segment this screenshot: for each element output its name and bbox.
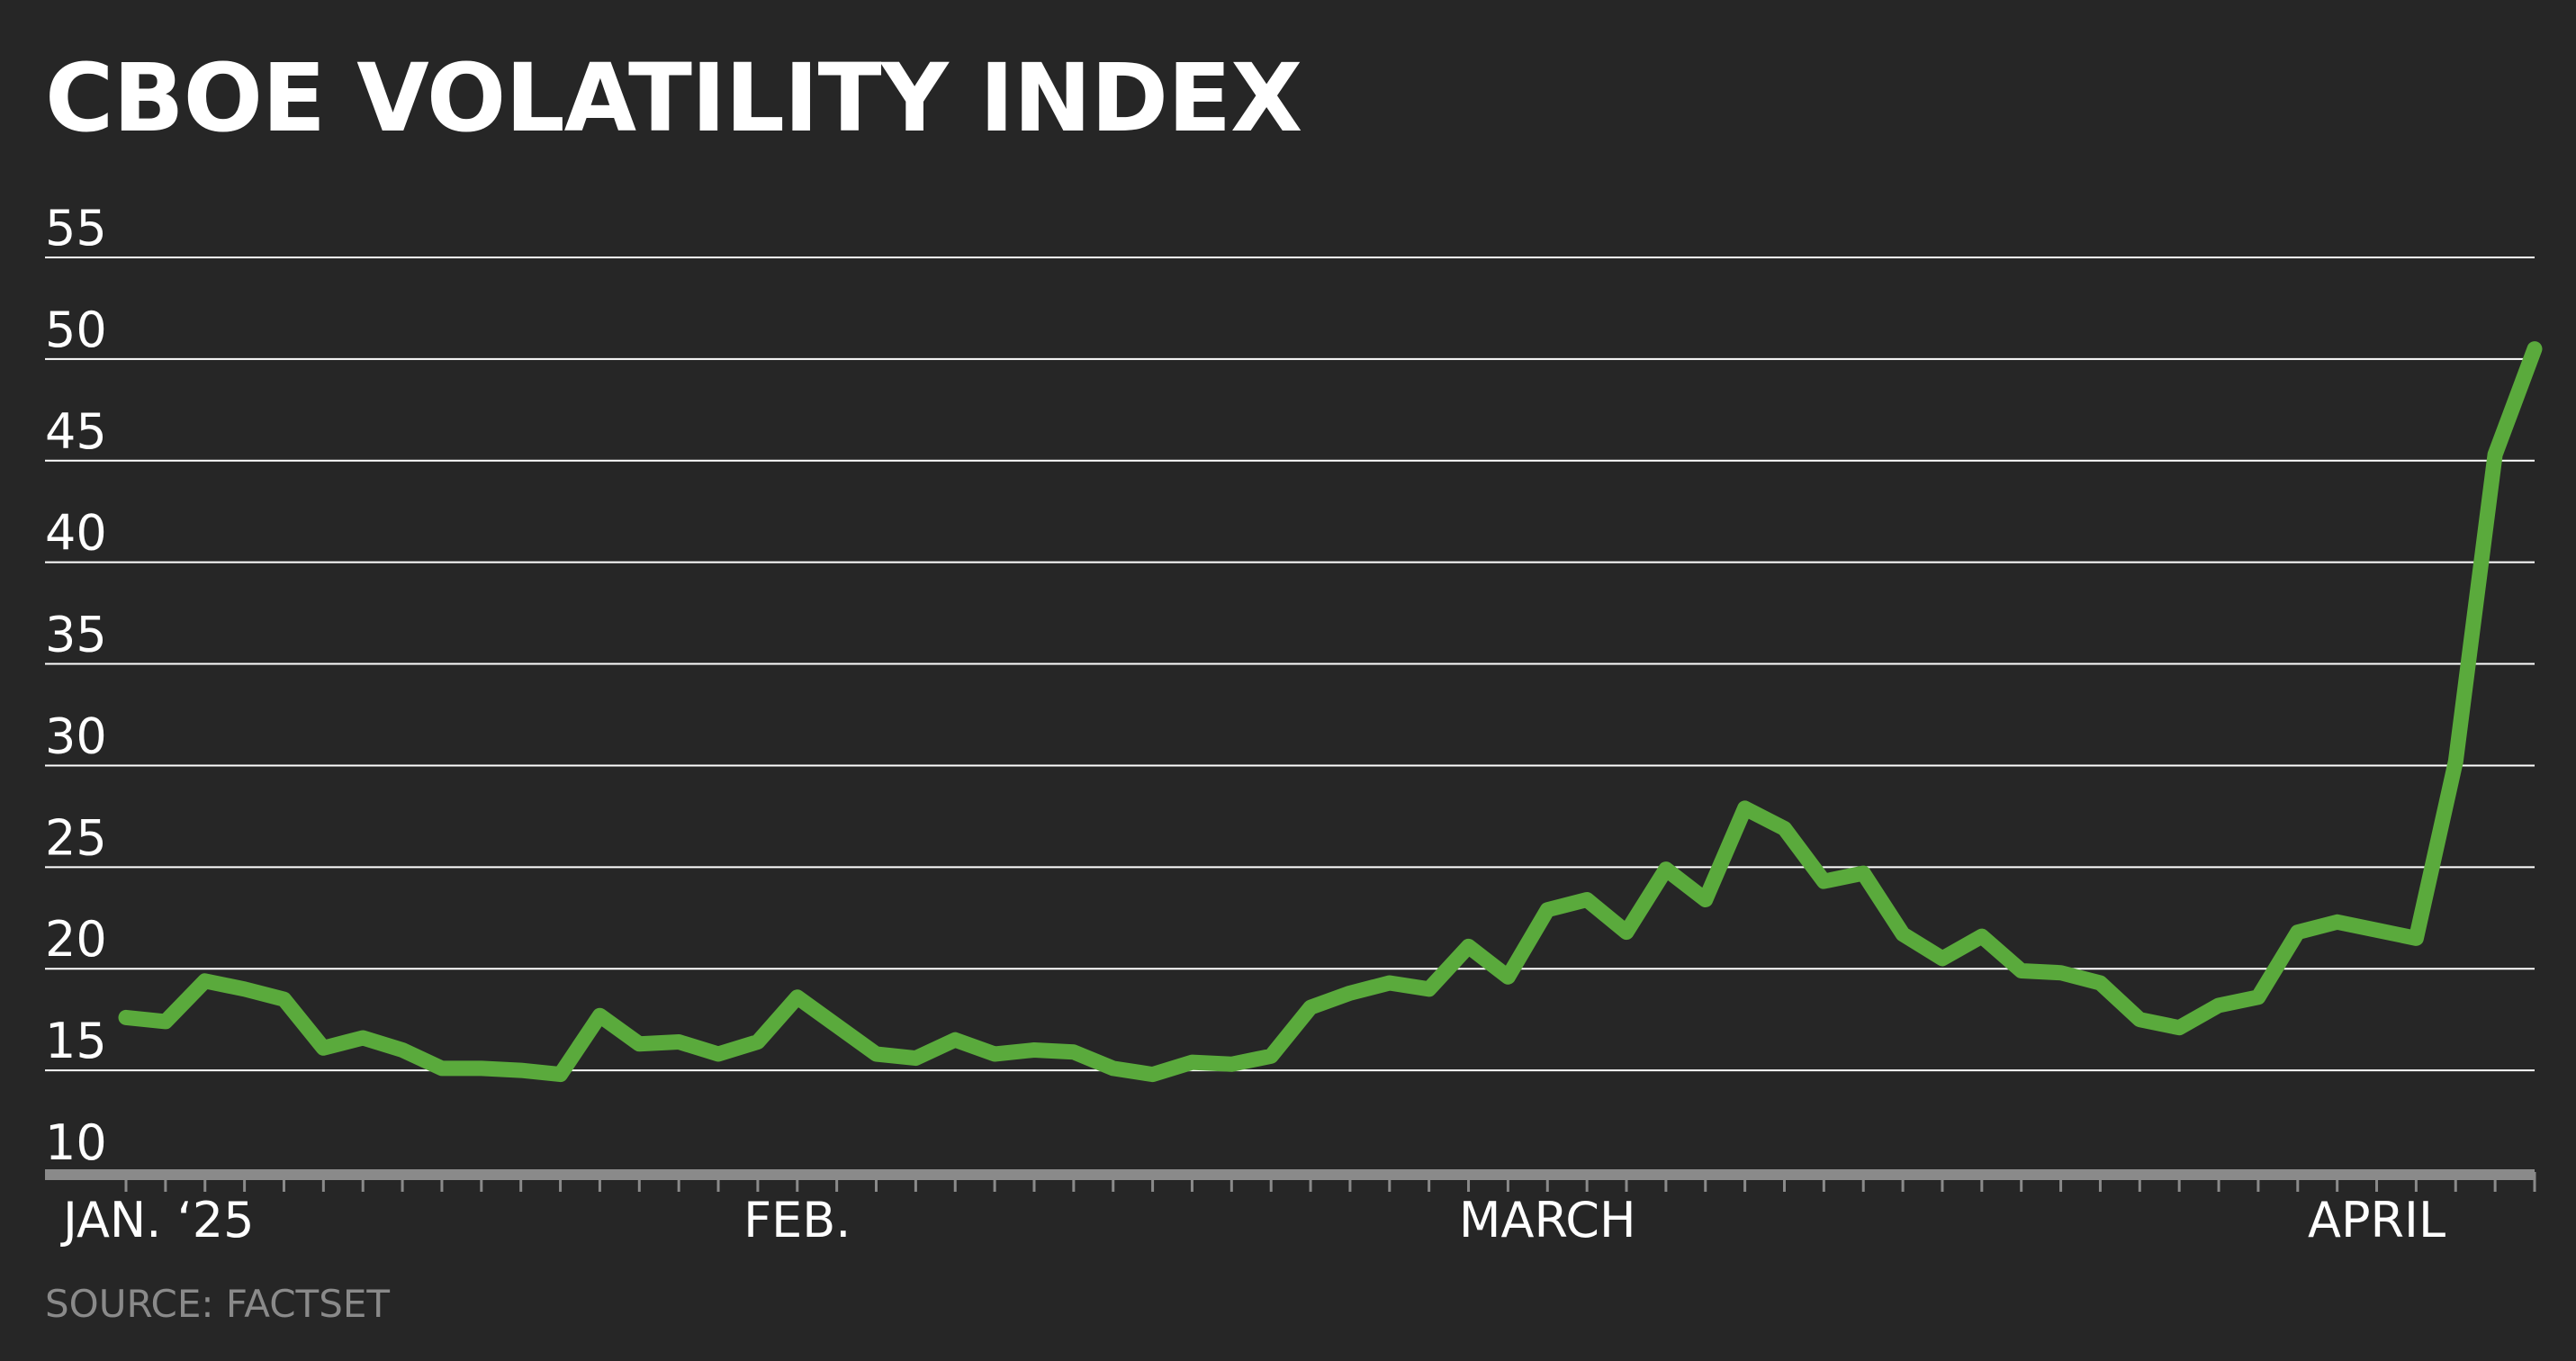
data-point — [2534, 348, 2535, 350]
y-tick-label: 40 — [45, 505, 107, 562]
data-point — [2178, 1027, 2180, 1029]
y-tick-label: 50 — [45, 302, 107, 358]
data-point — [1862, 872, 1864, 874]
data-point — [1112, 1068, 1114, 1069]
gridlines — [45, 257, 2535, 1072]
x-axis-labels: JAN. ‘25 FEB. MARCH APRIL — [60, 1192, 2445, 1248]
data-point — [678, 1041, 680, 1043]
data-point — [954, 1039, 956, 1041]
y-tick-label: 20 — [45, 911, 107, 968]
data-point — [994, 1053, 995, 1055]
x-tick-label: JAN. ‘25 — [60, 1192, 255, 1248]
data-point — [1033, 1050, 1035, 1051]
data-point — [283, 998, 284, 1000]
data-point — [1783, 827, 1785, 829]
data-point — [757, 1041, 759, 1043]
data-point — [1389, 982, 1391, 984]
data-point — [165, 1021, 167, 1023]
chart-title: CBOE VOLATILITY INDEX — [45, 43, 1302, 153]
data-point — [401, 1050, 403, 1051]
data-point — [1073, 1051, 1075, 1053]
y-tick-label: 25 — [45, 809, 107, 866]
data-point — [125, 1016, 127, 1018]
x-tick-label: FEB. — [743, 1192, 851, 1248]
data-point — [1191, 1061, 1193, 1063]
x-axis — [45, 1169, 2536, 1192]
data-point — [481, 1068, 482, 1069]
data-point — [1468, 945, 1470, 947]
data-point — [836, 1024, 838, 1026]
y-tick-label: 10 — [45, 1114, 107, 1171]
data-point — [1626, 932, 1627, 933]
data-point — [2454, 761, 2456, 762]
series-layer — [118, 341, 2543, 1083]
data-point — [2257, 996, 2259, 998]
data-point — [2139, 1019, 2140, 1021]
data-point — [1349, 992, 1351, 994]
data-point — [1744, 807, 1746, 809]
data-point — [1270, 1055, 1272, 1057]
x-axis-line — [45, 1169, 2535, 1180]
x-tick-label: APRIL — [2308, 1192, 2445, 1248]
data-point — [1981, 935, 1983, 937]
data-point — [2337, 921, 2338, 923]
data-point — [1152, 1074, 1154, 1076]
data-point — [2415, 937, 2417, 939]
data-point — [1230, 1063, 1232, 1065]
data-point — [1705, 898, 1707, 900]
data-point — [1586, 898, 1588, 900]
data-point — [520, 1069, 522, 1071]
data-point — [441, 1068, 443, 1069]
data-point — [1507, 976, 1509, 978]
data-point — [1546, 909, 1548, 911]
data-point — [1823, 880, 1824, 882]
y-tick-label: 45 — [45, 403, 107, 460]
source-note: SOURCE: FACTSET — [45, 1282, 391, 1326]
data-point — [914, 1058, 916, 1059]
data-point — [2218, 1005, 2220, 1006]
data-point — [322, 1047, 324, 1049]
data-point — [2297, 932, 2299, 933]
y-tick-label: 30 — [45, 708, 107, 764]
data-point — [1310, 1006, 1311, 1008]
data-point — [1902, 933, 1904, 935]
data-point — [876, 1053, 878, 1055]
data-point — [204, 980, 206, 982]
data-point — [717, 1053, 719, 1055]
x-tick-label: MARCH — [1459, 1192, 1636, 1248]
data-point — [1428, 988, 1430, 990]
data-point — [638, 1043, 640, 1045]
data-point — [797, 996, 798, 998]
y-tick-label: 15 — [45, 1013, 107, 1069]
data-point — [599, 1014, 600, 1016]
data-point — [1941, 958, 1943, 960]
y-tick-label: 55 — [45, 200, 107, 257]
data-point — [362, 1037, 364, 1039]
y-tick-label: 35 — [45, 607, 107, 663]
data-point — [560, 1074, 562, 1076]
data-point — [2021, 969, 2022, 971]
y-axis-labels: 10 15 20 25 30 35 40 45 50 55 — [45, 200, 107, 1171]
data-point — [2099, 982, 2101, 984]
data-point — [244, 988, 246, 990]
data-point — [1665, 869, 1667, 870]
data-point — [2060, 972, 2062, 974]
data-point — [2494, 454, 2496, 455]
series-line-vix — [118, 341, 2543, 1083]
data-point — [2376, 929, 2378, 931]
